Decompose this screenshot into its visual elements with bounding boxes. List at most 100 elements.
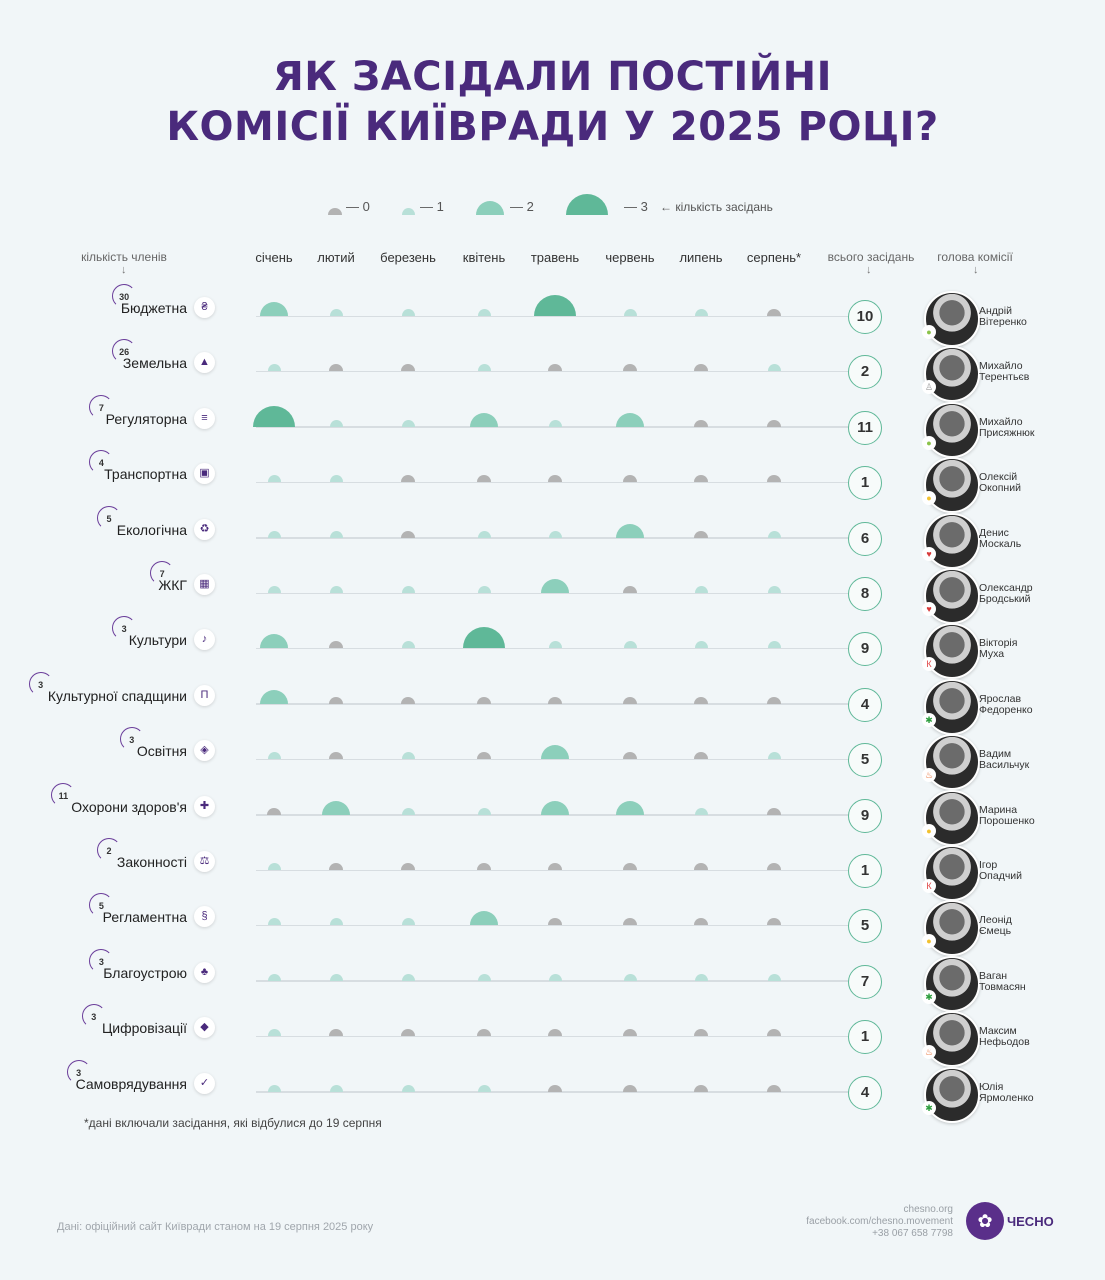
commission-name: Культурної спадщини bbox=[47, 687, 187, 704]
head-last-name: Товмасян bbox=[979, 980, 1026, 993]
contact-website[interactable]: chesno.org bbox=[903, 1204, 953, 1215]
meeting-dome-травень bbox=[548, 973, 562, 981]
members-count-badge: 11 bbox=[51, 782, 76, 807]
head-first-name: Юлія bbox=[979, 1080, 1004, 1093]
yellow-party-icon: ● bbox=[922, 491, 936, 506]
building-icon: ▦ bbox=[194, 574, 215, 595]
data-source: Дані: офіційний сайт Київради станом на … bbox=[57, 1221, 374, 1233]
total-meetings: 4 bbox=[848, 687, 882, 722]
head-last-name: Нефьодов bbox=[979, 1036, 1030, 1049]
meeting-dome-квітень bbox=[470, 911, 498, 926]
head-name: Марина Порошенко bbox=[979, 804, 1035, 827]
head-avatar bbox=[924, 568, 980, 624]
recycle-icon: ♻ bbox=[194, 518, 215, 540]
head-last-name: Ємець bbox=[979, 925, 1012, 938]
head-first-name: Ярослав bbox=[979, 692, 1022, 705]
tag-icon: ◆ bbox=[194, 1017, 215, 1039]
heart-party-icon: ♥ bbox=[922, 602, 936, 616]
meeting-dome-липень bbox=[694, 807, 708, 815]
meeting-dome-березень bbox=[401, 530, 415, 538]
header-month-5: червень bbox=[605, 250, 655, 265]
meeting-dome-лютий bbox=[329, 364, 343, 372]
green-party-icon: ● bbox=[922, 325, 936, 339]
meeting-dome-лютий bbox=[329, 918, 343, 926]
meeting-dome-серпень* bbox=[767, 641, 781, 649]
meeting-dome-січень bbox=[260, 302, 288, 316]
row-baseline bbox=[256, 1091, 851, 1093]
total-meetings: 7 bbox=[848, 964, 882, 999]
commission-name: Самоврядування bbox=[75, 1075, 187, 1092]
header-month-6: липень bbox=[679, 250, 723, 265]
meeting-dome-березень bbox=[401, 475, 415, 483]
meeting-dome-червень bbox=[623, 863, 637, 870]
meeting-dome-березень bbox=[401, 1084, 415, 1092]
meeting-dome-лютий bbox=[329, 863, 343, 870]
fire-party-icon: ♨ bbox=[922, 768, 936, 783]
legend-dome-0 bbox=[328, 208, 342, 215]
header-month-4: травень bbox=[530, 250, 580, 265]
head-last-name: Порошенко bbox=[979, 814, 1035, 827]
total-meetings: 5 bbox=[848, 909, 882, 944]
meeting-dome-січень bbox=[260, 634, 288, 649]
meeting-dome-травень bbox=[534, 295, 576, 316]
sliders-icon: ≡ bbox=[194, 407, 215, 429]
meeting-dome-червень bbox=[623, 1029, 637, 1037]
meeting-dome-серпень* bbox=[767, 1029, 781, 1037]
meeting-dome-квітень bbox=[477, 1029, 491, 1037]
meeting-dome-січень bbox=[267, 530, 281, 538]
meeting-dome-липень bbox=[694, 863, 708, 870]
star-party-icon: ✱ bbox=[922, 712, 936, 727]
meeting-dome-червень bbox=[623, 918, 637, 926]
legend-label-3: — 3 bbox=[624, 199, 648, 214]
members-count-badge: 30 bbox=[112, 284, 137, 308]
meeting-dome-лютий bbox=[329, 973, 343, 981]
meeting-dome-лютий bbox=[329, 1029, 343, 1037]
head-avatar bbox=[924, 1011, 980, 1068]
commission-name: Екологічна bbox=[116, 521, 187, 538]
meeting-dome-серпень* bbox=[767, 586, 781, 593]
commission-name: Регуляторна bbox=[105, 410, 187, 427]
head-avatar bbox=[924, 457, 980, 514]
members-count-badge: 3 bbox=[28, 671, 53, 696]
total-meetings: 9 bbox=[848, 632, 882, 667]
klitschko-party-icon: К bbox=[922, 657, 936, 672]
meeting-dome-лютий bbox=[329, 309, 343, 316]
total-meetings: 11 bbox=[848, 410, 882, 445]
commission-row: Законності 2 ⚖ 1 К Ігор Опадчий bbox=[0, 816, 1105, 901]
row-baseline bbox=[256, 924, 851, 927]
contact-facebook[interactable]: facebook.com/chesno.movement bbox=[806, 1216, 953, 1227]
meeting-dome-липень bbox=[694, 752, 708, 760]
star-party-icon: ✱ bbox=[922, 1100, 936, 1115]
head-first-name: Ваган bbox=[979, 969, 1008, 982]
head-name: Олексій Окопний bbox=[979, 472, 1021, 494]
meeting-dome-червень bbox=[623, 641, 637, 649]
row-baseline bbox=[256, 703, 851, 705]
legend-dome-2 bbox=[476, 201, 504, 215]
chesno-logo-icon: ✿ bbox=[966, 1202, 1004, 1240]
meeting-dome-червень bbox=[623, 973, 637, 981]
star-party-icon: ✱ bbox=[922, 989, 936, 1004]
commission-name: Культури bbox=[128, 632, 187, 649]
meeting-dome-січень bbox=[267, 973, 281, 981]
meeting-dome-квітень bbox=[470, 412, 498, 427]
head-name: Ваган Товмасян bbox=[979, 969, 1026, 993]
meeting-dome-серпень* bbox=[767, 696, 781, 704]
commission-name: Законності bbox=[116, 854, 187, 870]
meeting-dome-серпень* bbox=[767, 419, 781, 427]
heart-party-icon: ♥ bbox=[922, 546, 936, 561]
head-first-name: Михайло bbox=[979, 415, 1023, 428]
members-count-badge: 26 bbox=[112, 339, 137, 364]
members-count-badge: 5 bbox=[97, 505, 121, 530]
row-baseline bbox=[256, 758, 851, 761]
medical-cross-icon: ✚ bbox=[194, 795, 215, 817]
meeting-dome-квітень bbox=[477, 807, 491, 815]
meeting-dome-квітень bbox=[477, 752, 491, 760]
meeting-dome-серпень* bbox=[767, 530, 781, 538]
head-name: Максим Нефьодов bbox=[979, 1026, 1030, 1048]
meeting-dome-травень bbox=[541, 579, 569, 593]
meeting-dome-березень bbox=[401, 586, 415, 593]
meeting-dome-травень bbox=[548, 419, 562, 427]
meeting-dome-серпень* bbox=[767, 364, 781, 372]
total-meetings: 1 bbox=[848, 1020, 882, 1055]
head-name: Михайло Присяжнюк bbox=[979, 415, 1034, 439]
